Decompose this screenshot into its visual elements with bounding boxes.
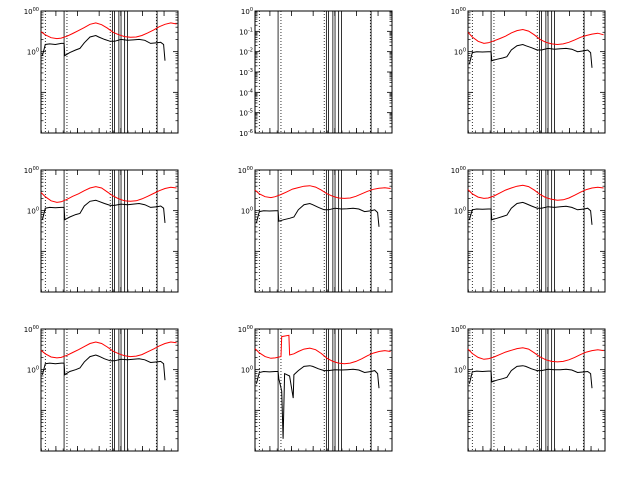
y-tick-label: 1000 [451, 7, 466, 16]
y-tick-label: 1000 [24, 7, 39, 16]
y-tick-label: 1000 [24, 166, 39, 175]
events-series-line [41, 354, 166, 381]
y-tick-label: 100 [454, 48, 466, 57]
y-tick-label: 1000 [24, 325, 39, 334]
y-tick-label: 10-5 [239, 109, 253, 118]
panel-det-9: 100 1000 [451, 325, 606, 452]
plot-frame [254, 328, 393, 452]
plot-frame [254, 169, 393, 293]
lld-series-line [40, 341, 177, 359]
panel-det-7: 100 1000 [24, 325, 179, 452]
y-tick-label: 10-2 [239, 48, 253, 57]
plot-frame [40, 10, 179, 134]
y-tick-label: 1000 [451, 325, 466, 334]
events-series-line [255, 202, 380, 227]
y-tick-label: 100 [27, 48, 39, 57]
y-tick-label: 10-6 [239, 129, 253, 138]
panel-det-3: 100 1000 [451, 7, 606, 134]
events-series-line [468, 43, 593, 68]
y-tick-label: 100 [454, 207, 466, 216]
lld-series-line [40, 22, 177, 40]
panel-det-8: 100 1000 [238, 325, 393, 452]
y-tick-label: 100 [27, 207, 39, 216]
y-tick-label: 100 [454, 366, 466, 375]
lld-series-line [467, 347, 604, 363]
lld-series-line [254, 334, 391, 365]
y-tick-label: 1000 [238, 166, 253, 175]
events-series-line [468, 365, 593, 389]
y-tick-label: 100 [241, 207, 253, 216]
events-series-line [468, 201, 593, 225]
y-tick-label: 1000 [238, 325, 253, 334]
y-tick-label: 10-4 [239, 88, 253, 97]
y-tick-label: 1000 [451, 166, 466, 175]
y-tick-label: 10-3 [239, 68, 253, 77]
y-tick-label: 100 [241, 7, 253, 16]
events-series-line [41, 34, 166, 61]
lld-series-line [40, 186, 177, 203]
lld-series-line [254, 185, 391, 199]
panel-det-1: 100 1000 [24, 7, 179, 134]
panel-det-5: 100 1000 [238, 166, 393, 293]
lld-series-line [467, 28, 604, 46]
plot-frame [467, 10, 606, 134]
events-series-line [41, 199, 166, 223]
panel-det-6: 100 1000 [451, 166, 606, 293]
lld-series-line [467, 184, 604, 201]
plot-frame [467, 169, 606, 293]
y-tick-label: 10-1 [239, 27, 253, 36]
plot-frame [40, 169, 179, 293]
plot-frame [40, 328, 179, 452]
plot-frame [467, 328, 606, 452]
events-series-line [255, 365, 380, 439]
y-tick-label: 100 [241, 366, 253, 375]
y-tick-label: 100 [27, 366, 39, 375]
panel-det-2: 10-6 10-5 10-4 10-3 10-2 10-1 100 [239, 7, 393, 138]
panel-det-4: 100 1000 [24, 166, 179, 293]
